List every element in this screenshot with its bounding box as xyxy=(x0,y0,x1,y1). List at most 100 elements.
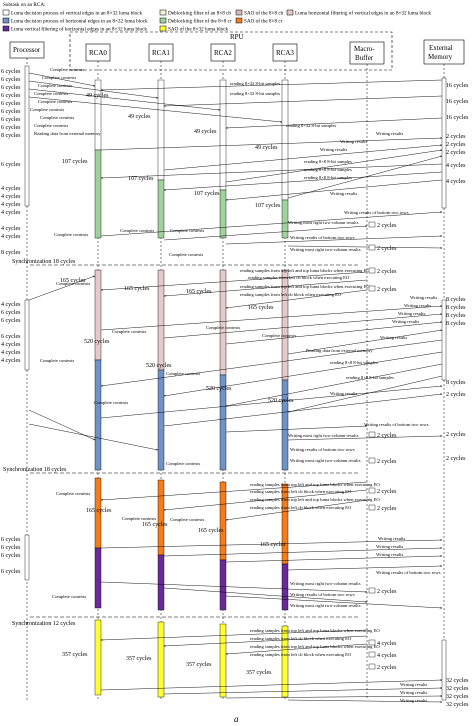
sync-label: Synchronization 18 cycles xyxy=(12,259,76,265)
rca-cycles: 165 cycles xyxy=(142,522,168,528)
rca0-bar-pink xyxy=(94,269,102,361)
rca1-bar-pink xyxy=(157,269,165,371)
msg-label: reading samples from left cb block when … xyxy=(250,652,352,657)
message-arrows xyxy=(28,72,443,703)
legend-swatch xyxy=(159,25,167,32)
proc-message: Reading data from external memory xyxy=(34,131,101,136)
processor-cycle: 4 cycles xyxy=(1,202,21,208)
arrow xyxy=(100,481,368,501)
rca1-bar-orange xyxy=(157,479,165,556)
arrow xyxy=(287,565,443,571)
msg-label: reading samples from top left and top lu… xyxy=(240,284,370,289)
rca-cycles: 520 cycles xyxy=(84,339,110,345)
macro-buffer-header-line2: Buffer xyxy=(355,54,374,62)
arrow xyxy=(225,363,443,407)
memory-cycle: 4 cycles xyxy=(446,179,466,185)
proc-message: Complete contexts xyxy=(120,228,155,233)
memory-cycle: 16 cycles xyxy=(446,83,469,89)
proc-message: Complete contexts xyxy=(262,333,297,338)
rca2-bar-white xyxy=(219,79,227,191)
figure-caption: a xyxy=(234,714,239,724)
rca0-bar-yellow xyxy=(94,619,102,696)
legend-label: SAO of the 8×8 cr xyxy=(244,18,283,25)
rca1-bar-yellow xyxy=(157,621,165,698)
proc-message: Complete contexts xyxy=(56,491,91,496)
buffer-cycle: 2 cycles xyxy=(377,665,397,671)
rca-cycles: 520 cycles xyxy=(146,363,172,369)
rca1-bar-purple xyxy=(157,554,165,611)
buffer-box xyxy=(368,431,376,438)
legend-swatch xyxy=(159,9,167,16)
arrow xyxy=(100,305,443,331)
rca-cycle-labels: 49 cycles 49 cycles 49 cycles 49 cycles … xyxy=(60,93,294,676)
rca3-header: RCA3 xyxy=(276,49,294,57)
arrow xyxy=(163,279,368,297)
msg-label: Writing results xyxy=(400,690,427,695)
rca2-bar-pink xyxy=(219,269,227,376)
legend-item: SAO of the 8×32 luma block xyxy=(159,25,229,33)
arrow xyxy=(225,149,443,183)
processor-cycle: 6 cycles xyxy=(1,125,21,131)
msg-label: reading 8×32 8-bit samples xyxy=(230,81,280,86)
buffer-cycle: 2 cycles xyxy=(377,269,397,275)
processor-cycle: 6 cycles xyxy=(1,310,21,316)
arrow xyxy=(163,587,368,603)
rca-cycles: 357 cycles xyxy=(246,670,272,676)
buffer-box xyxy=(368,487,376,494)
memory-cycle: 4 cycles xyxy=(446,163,466,169)
rca-cycles: 165 cycles xyxy=(60,278,86,284)
msg-label: Writing results xyxy=(410,295,437,300)
processor-cycle: 6 cycles xyxy=(1,162,21,168)
legend-label: SAO of the 8×8 cb xyxy=(244,10,284,17)
rca-cycles: 520 cycles xyxy=(206,386,232,392)
rca2-bar-green xyxy=(219,189,227,239)
msg-label: Writing results xyxy=(392,319,419,324)
processor-cycle: 6 cycles xyxy=(1,109,21,115)
buffer-cycle: 4 cycles xyxy=(377,641,397,647)
buffer-cycle: 2 cycles xyxy=(377,506,397,512)
processor-messages: Complete contexts Complete contexts Comp… xyxy=(30,67,373,599)
msg-label: Writing results xyxy=(404,303,431,308)
memory-cycle: 8 cycles xyxy=(446,380,466,386)
proc-message: Complete contexts xyxy=(42,75,77,80)
arrow xyxy=(100,339,443,387)
arrow xyxy=(100,137,443,151)
memory-bar xyxy=(441,639,447,701)
arrow xyxy=(100,211,443,237)
rca-cycles: 49 cycles xyxy=(86,93,109,99)
msg-label: Writing results xyxy=(320,147,347,152)
memory-cycle: 2 cycles xyxy=(446,456,466,462)
rca-cycles: 357 cycles xyxy=(186,662,212,668)
legend-item: Luma decision process of horizontal edge… xyxy=(2,18,148,25)
buffer-box xyxy=(368,267,376,274)
proc-message: Complete contexts xyxy=(30,107,65,112)
buffer-box xyxy=(368,244,376,251)
rca-cycles: 165 cycles xyxy=(248,305,274,311)
msg-label: reading 8×8 8-bit samples xyxy=(330,360,378,365)
memory-cycles: 16 cycles 16 cycles 16 cycles 2 cycles 2… xyxy=(446,83,469,708)
msg-label: Writing most right two-column results xyxy=(290,581,361,586)
rca3-bar-yellow xyxy=(281,625,289,698)
rca1-bar-blue xyxy=(157,369,165,471)
arrow xyxy=(287,245,443,249)
legend-label: Luma decision process of vertical edges … xyxy=(11,10,143,17)
msg-label: Writing results of bottom two rows xyxy=(290,447,355,452)
legend-swatch xyxy=(2,9,10,16)
legend-swatch xyxy=(2,25,10,32)
msg-label: Writing results xyxy=(380,335,407,340)
memory-cycle: 32 cycles xyxy=(446,702,469,708)
buffer-box xyxy=(368,285,376,292)
macro-buffer-header: Macro- xyxy=(354,45,375,53)
processor-bar xyxy=(24,534,30,581)
arrow xyxy=(100,163,443,179)
msg-label: Writing results of bottom two rows xyxy=(290,592,355,597)
arrow xyxy=(100,539,443,549)
arrow xyxy=(163,171,443,191)
rca3-bar-purple xyxy=(281,563,289,611)
msg-label: Writing most right two-column results xyxy=(288,433,359,438)
rca-cycles: 165 cycles xyxy=(198,528,224,534)
msg-label: Writing results xyxy=(340,139,367,144)
proc-message: Complete contexts xyxy=(112,329,147,334)
legend-swatch xyxy=(159,17,167,24)
rca1-header: RCA1 xyxy=(152,49,170,57)
